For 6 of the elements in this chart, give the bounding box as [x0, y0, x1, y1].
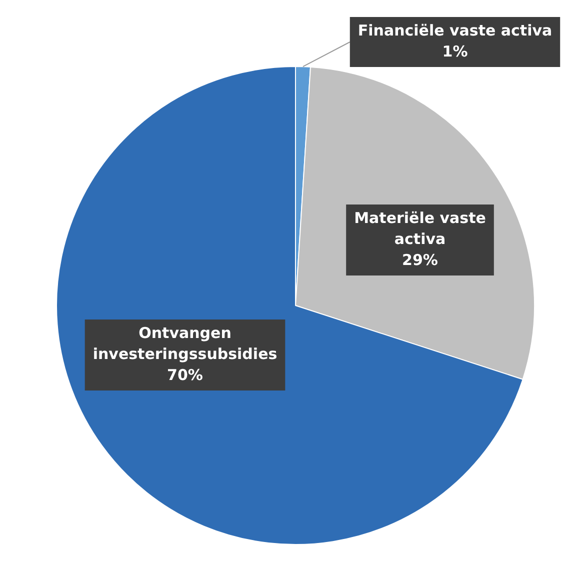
slice-label: Materiële vaste activa [354, 208, 486, 248]
data-label: 29% [402, 250, 438, 269]
data-label: 1% [442, 42, 468, 60]
slice-label: Financiële vaste activa [358, 21, 552, 40]
slice-label: Ontvangen investeringssubsidies [92, 324, 278, 363]
data-label: 70% [167, 366, 203, 384]
